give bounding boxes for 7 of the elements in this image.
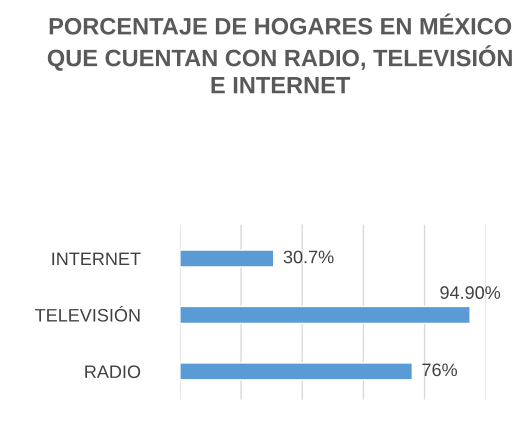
- chart-title: PORCENTAJE DE HOGARES EN MÉXICO QUE CUENTAN CON RADIO, TELEVISIÓN E INTERNET: [48, 13, 512, 94]
- y-tick-label: TELEVISIÓN: [35, 306, 140, 322]
- data-label: 94.90%: [440, 286, 500, 299]
- y-tick-label: RADIO: [85, 365, 140, 378]
- data-label: 30.7%: [284, 250, 334, 264]
- data-label: 76%: [422, 363, 457, 376]
- y-tick-label: INTERNET: [52, 252, 141, 266]
